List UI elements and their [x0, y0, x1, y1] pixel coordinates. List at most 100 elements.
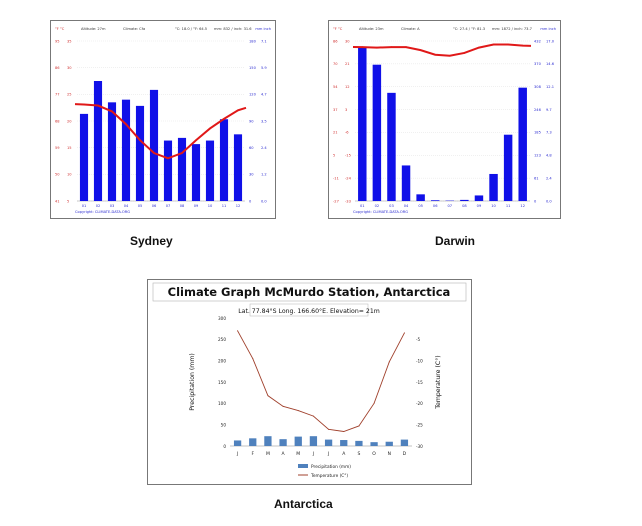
sydney-climate-chart: °F °C Altitude: 27m Climate: Cfa °C: 18.0 /… — [55, 27, 271, 214]
darwin-precip-tick: 61 — [534, 176, 539, 180]
sydney-precip-inch-tick: 5.9 — [261, 66, 267, 70]
darwin-precip-bar — [430, 200, 440, 201]
darwin-month-label: 10 — [491, 204, 496, 208]
mcmurdo-precip-bar — [264, 436, 272, 446]
darwin-temperature-point — [478, 46, 480, 49]
sydney-month-label: 09 — [194, 204, 199, 208]
darwin-precip-bar — [387, 92, 396, 201]
mcmurdo-temperature-point — [297, 410, 299, 412]
sydney-precip-bar — [191, 144, 201, 201]
darwin-precip-bar — [489, 173, 498, 201]
mcmurdo-month-label: N — [388, 451, 391, 457]
darwin-altitude: Altitude: 23m — [359, 27, 384, 31]
mcmurdo-temperature-point — [328, 428, 330, 430]
darwin-month-label: 07 — [448, 204, 453, 208]
darwin-temp-c-tick: -33 — [345, 199, 351, 203]
darwin-precip-tick: 123 — [534, 154, 541, 158]
darwin-climate: Climate: A — [401, 27, 420, 31]
sydney-precip-inch-tick: 2.4 — [261, 146, 267, 150]
sydney-temperature-point — [125, 123, 127, 125]
mcmurdo-title-box — [152, 282, 467, 302]
darwin-temperature-point — [405, 46, 407, 48]
sydney-precip-inch-tick: 1.2 — [261, 173, 267, 177]
sydney-precip: mm: 832 / inch: 31.6 — [214, 27, 252, 31]
darwin-precip-inch-tick: 2.4 — [546, 176, 552, 180]
mcmurdo-precip-tick: 50 — [221, 422, 227, 427]
mcmurdo-ylabel-right: Temperature (C°) — [434, 355, 442, 409]
darwin-temp-f-tick: -11 — [333, 176, 339, 180]
sydney-temperature-point — [111, 110, 113, 113]
sydney-temperature-point — [237, 109, 239, 112]
sydney-temp-f-tick: 95 — [55, 39, 60, 43]
mcmurdo-legend-temp-label: Temperature (C°) — [310, 473, 348, 479]
sydney-precip-tick: 150 — [249, 66, 257, 70]
sydney-temperature-point — [153, 152, 155, 154]
mcmurdo-precip-tick: 150 — [218, 380, 226, 385]
sydney-precip-bar — [177, 137, 187, 201]
sydney-month-label: 05 — [138, 204, 143, 208]
darwin-temperature-point — [463, 52, 466, 54]
sydney-temperature-point — [223, 118, 225, 120]
sydney-temperature-point — [181, 152, 183, 154]
darwin-temp-f-tick: 70 — [333, 62, 338, 66]
sydney-temp-c-tick: 5 — [67, 199, 69, 203]
darwin-precip: mm: 1872 / inch: 73.7 — [492, 27, 532, 31]
sydney-precip-bar — [79, 113, 89, 201]
darwin-chart-panel: °F °C Altitude: 23m Climate: A °C: 27.4 / °… — [328, 20, 561, 219]
darwin-precip-bar — [503, 134, 513, 201]
mcmurdo-month-label: S — [357, 451, 360, 457]
darwin-temp-f-tick: -27 — [333, 199, 339, 203]
mcmurdo-month-label: F — [251, 451, 254, 457]
sydney-units-right: mm inch — [255, 27, 271, 31]
sydney-precip-bar — [149, 89, 159, 201]
darwin-month-label: 02 — [375, 204, 380, 208]
sydney-precip-tick: 60 — [249, 146, 254, 150]
sydney-temp-f-tick: 86 — [55, 66, 60, 70]
darwin-temp-f-tick: 37 — [333, 108, 338, 112]
sydney-month-label: 06 — [152, 204, 157, 208]
mcmurdo-chart-panel: Climate Graph McMurdo Station, Antarctic… — [147, 279, 472, 485]
sydney-month-label: 08 — [180, 204, 185, 208]
mcmurdo-temperature-point — [282, 405, 284, 407]
sydney-temp-c-tick: 10 — [67, 173, 72, 177]
sydney-temps: °C: 18.0 / °F: 64.5 — [175, 27, 207, 31]
darwin-precip-tick: 246 — [534, 108, 542, 112]
mcmurdo-month-label: J — [327, 451, 329, 457]
mcmurdo-precip-bar — [385, 441, 393, 446]
darwin-climate-chart: °F °C Altitude: 23m Climate: A °C: 27.4 / °… — [333, 27, 556, 214]
sydney-temp-f-tick: 77 — [55, 93, 60, 97]
mcmurdo-temperature-point — [312, 415, 314, 417]
mcmurdo-title: Climate Graph McMurdo Station, Antarctic… — [168, 285, 451, 299]
mcmurdo-legend-precip-label: Precipitation (mm) — [311, 464, 351, 470]
sydney-temp-c-tick: 20 — [67, 119, 72, 123]
darwin-temp-c-tick: 3 — [345, 108, 347, 112]
sydney-month-label: 04 — [124, 204, 129, 208]
sydney-precip-tick: 0 — [249, 199, 252, 203]
sydney-month-label: 12 — [236, 204, 241, 208]
mcmurdo-precip-bar — [279, 439, 287, 446]
mcmurdo-precip-bar — [400, 439, 409, 446]
darwin-precip-bar — [358, 46, 367, 201]
darwin-precip-inch-tick: 7.3 — [546, 131, 552, 135]
darwin-month-label: 12 — [520, 204, 525, 208]
mcmurdo-month-label: J — [312, 451, 314, 457]
sydney-month-label: 01 — [82, 204, 87, 208]
mcmurdo-temperature-point — [403, 332, 405, 334]
sydney-temp-c-tick: 30 — [67, 66, 72, 70]
mcmurdo-precip-tick: 0 — [223, 444, 226, 449]
sydney-temp-c-tick: 25 — [67, 93, 72, 97]
mcmurdo-month-label: A — [282, 451, 286, 457]
darwin-temperature-point — [521, 44, 524, 47]
darwin-temp-f-tick: 21 — [333, 131, 338, 135]
sydney-temperature-point — [139, 139, 141, 141]
darwin-precip-inch-tick: 4.8 — [546, 154, 552, 158]
darwin-month-label: 03 — [389, 204, 394, 208]
darwin-temperature-point — [448, 54, 451, 57]
mcmurdo-temperature-point — [237, 330, 239, 332]
sydney-caption: Sydney — [130, 234, 173, 248]
sydney-precip-tick: 180 — [249, 39, 257, 43]
mcmurdo-climate-chart: Climate Graph McMurdo Station, Antarctic… — [152, 282, 467, 479]
darwin-temps: °C: 27.4 / °F: 81.3 — [453, 27, 485, 31]
sydney-precip-bar — [219, 119, 229, 201]
mcmurdo-precip-bar — [355, 440, 363, 446]
